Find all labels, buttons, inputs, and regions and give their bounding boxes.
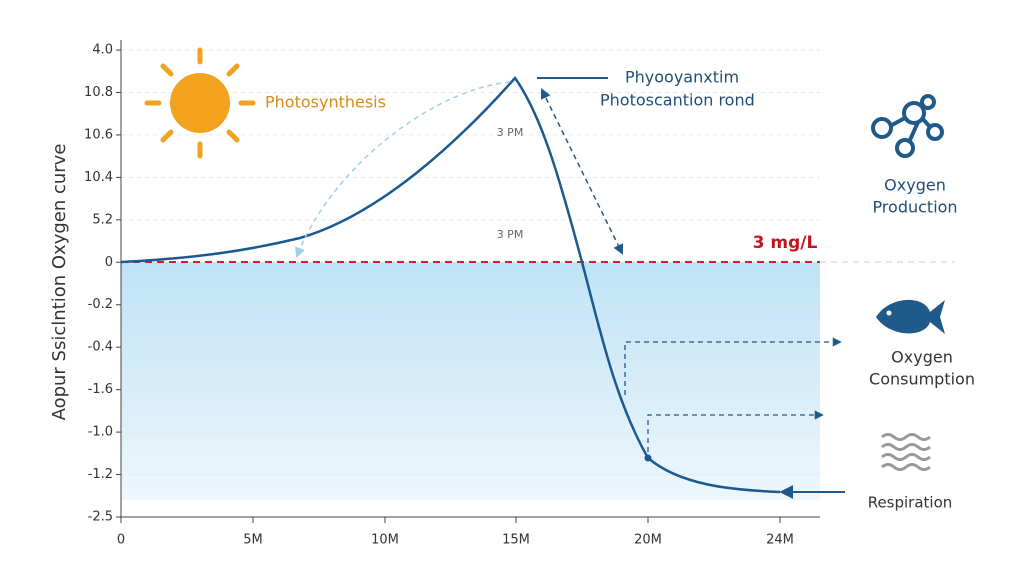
y-tick-label: -0.4 [88,340,113,355]
x-tick-label: 20M [634,533,662,548]
legend-text: Respiration [868,494,953,512]
y-tick-label: -1.0 [88,425,113,440]
y-tick-label: -2.5 [88,510,113,525]
annotation: Phyooyanxtim [625,68,739,87]
y-axis-title: Aopur Ssiclntion Oxygen curve [49,144,70,421]
molecule-icon [871,94,944,158]
waves-icon [881,433,931,471]
y-tick-label: 0 [105,255,113,270]
legend-text: Consumption [869,370,975,389]
x-tick-label: 10M [371,533,399,548]
y-tick-label: -1.2 [88,467,113,482]
annotation: Photosynthesis [265,93,386,112]
fish-icon [876,299,945,334]
y-tick-label: 10.8 [84,85,113,100]
annotation: Photoscantion rond [600,91,755,110]
dashed-arc [295,81,511,258]
annotation: 3 PM [497,126,524,139]
x-tick-label: 24M [766,533,794,548]
dashed-arrow [540,88,624,255]
y-tick-label: -1.6 [88,382,113,397]
y-tick-label: 5.2 [92,212,113,227]
y-tick-label: 10.4 [84,170,113,185]
x-tick-label: 0 [117,533,125,548]
sun-icon [144,47,256,159]
curve-point [644,454,652,462]
legend-text: Oxygen [884,176,946,195]
x-tick-label: 15M [502,533,530,548]
threshold-label: 3 mg/L [753,233,818,253]
consumption-area [121,262,820,500]
y-tick-label: -0.2 [88,297,113,312]
y-tick-label: 10.6 [84,127,113,142]
respiration-arrow [647,410,824,452]
annotation: 3 PM [497,228,524,241]
legend-text: Production [872,198,957,217]
x-tick-label: 5M [243,533,263,548]
y-tick-label: 4.0 [92,43,113,58]
legend-text: Oxygen [891,348,953,367]
